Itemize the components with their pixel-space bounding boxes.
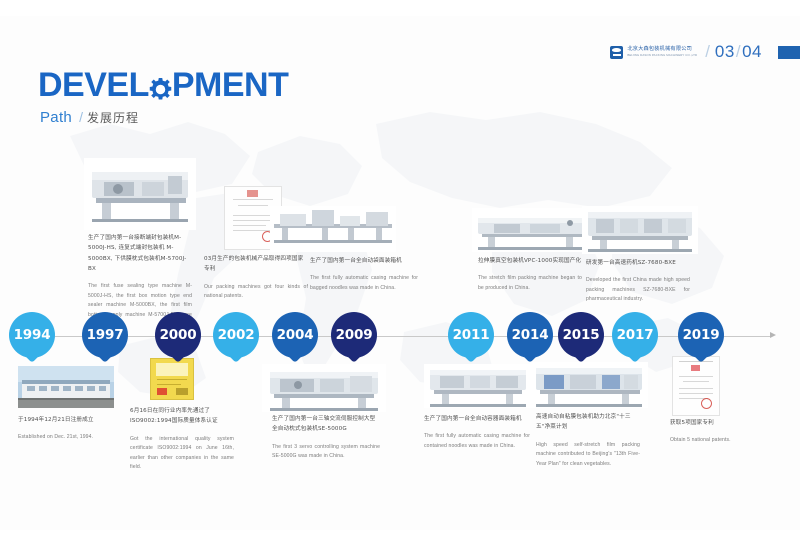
timeline-pin-1997[interactable]: 1997 <box>82 312 128 363</box>
entry-text-en: Developed the first China made high spee… <box>586 277 690 303</box>
logo-company-name-en: BEIJING DASON PACKING MACHINERY CO.,LTD <box>627 52 698 57</box>
timeline-year-label: 2015 <box>562 327 600 343</box>
timeline-year-label: 2019 <box>682 327 720 343</box>
entry-text-en: The first fully automatic casing machine… <box>424 433 530 449</box>
entry-2004: 生产了国内第一台三轴交流伺服控制大型全自动枕式包装机SE-5000G The f… <box>272 414 380 462</box>
page-separator: / <box>735 42 742 61</box>
header-slash: / <box>705 42 710 61</box>
photo-2000-iso-certificate <box>150 358 194 400</box>
photo-1994-machine <box>84 158 196 230</box>
timeline-pin-2009[interactable]: 2009 <box>331 312 377 363</box>
timeline-pin-2014[interactable]: 2014 <box>507 312 553 363</box>
entry-text-cn: 获取5项国家专利 <box>670 420 714 426</box>
page-current: 03 <box>714 42 735 61</box>
entry-1997: 03月生产的包装机械产品取得四项国家专利 Our packing machine… <box>204 254 308 302</box>
photo-2017-pharmaceutical-machine <box>582 206 698 254</box>
timeline-pin-2002[interactable]: 2002 <box>213 312 259 363</box>
slide-header: 北京大森包装机械有限公司 BEIJING DASON PACKING MACHI… <box>610 42 800 62</box>
logo-company-name-cn: 北京大森包装机械有限公司 <box>627 46 692 53</box>
entry-text-cn: 高速自动自粘膜包装机助力北京"十三五"净菜计划 <box>536 414 631 431</box>
timeline-year-label: 2009 <box>335 327 373 343</box>
timeline-year-label: 2017 <box>616 327 654 343</box>
timeline-pin-2015[interactable]: 2015 <box>558 312 604 363</box>
timeline-arrow-icon <box>770 332 776 338</box>
page-title-part1: DEVEL <box>38 66 149 104</box>
entry-2002: 生产了国内第一台全自动袋面装箱机 The first fully automat… <box>310 256 418 293</box>
timeline-axis <box>30 336 772 337</box>
page-title-part2: PMENT <box>171 66 289 104</box>
entry-2017: 研发第一台高速药机SZ-7680-BXE Developed the first… <box>586 258 690 305</box>
page-indicator: 03/04 <box>715 42 762 62</box>
timeline-year-label: 2014 <box>511 327 549 343</box>
entry-text-cn: 拉伸膜真空包装机VPC-1000实现国产化 <box>478 258 582 264</box>
entry-text-cn: 生产了国内第一台三轴交流伺服控制大型全自动枕式包装机SE-5000G <box>272 416 376 433</box>
photo-2011-vacuum-machine <box>472 208 590 252</box>
entry-text-cn: 研发第一台高速药机SZ-7680-BXE <box>586 260 676 266</box>
entry-text-en: High speed self-stretch film packing mac… <box>536 441 640 467</box>
slide-stage: 北京大森包装机械有限公司 BEIJING DASON PACKING MACHI… <box>0 16 800 530</box>
entry-text-cn: 生产了国内第一台接断端封包装机M-5000J-HS, 连复式端封包装机 M-50… <box>88 235 187 273</box>
entry-2000: 6月16日在同行业内率先通过了ISO9002:1994国际质量体系认证 Got … <box>130 406 234 472</box>
entry-2011: 拉伸膜真空包装机VPC-1000实现国产化 The stretch film p… <box>478 256 582 293</box>
entry-text-cn: 03月生产的包装机械产品取得四项国家专利 <box>204 256 304 273</box>
entry-text-en: The first fully automatic casing machine… <box>310 275 418 291</box>
entry-text-en: Established on Dec. 21st, 1994. <box>18 434 94 441</box>
entry-text-cn: 6月16日在同行业内率先通过了ISO9002:1994国际质量体系认证 <box>130 408 218 425</box>
gear-icon <box>148 74 173 99</box>
timeline-pin-2000[interactable]: 2000 <box>155 312 201 363</box>
top-bleed-band <box>0 0 800 16</box>
entry-text-en: The stretch film packing machine began t… <box>478 275 582 291</box>
page-total: 04 <box>742 42 762 61</box>
title-group: DEVEL PMENT Path / 发展历程 <box>38 66 289 126</box>
entry-2009: 于1994年12月21日注册成立 Established on Dec. 21s… <box>18 415 118 443</box>
entry-2015: 高速自动自粘膜包装机助力北京"十三五"净菜计划 High speed self-… <box>536 412 640 469</box>
entry-2019: 获取5项国家专利 Obtain 5 national patents. <box>670 418 770 446</box>
timeline-year-label: 1994 <box>13 327 51 343</box>
timeline-year-label: 2011 <box>452 327 490 343</box>
logo-mark-icon <box>610 45 624 59</box>
timeline-year-label: 2004 <box>276 327 314 343</box>
timeline-year-label: 1997 <box>86 327 124 343</box>
timeline-pin-2011[interactable]: 2011 <box>448 312 494 363</box>
page-title: DEVEL PMENT <box>38 66 289 104</box>
header-accent-block <box>778 45 800 59</box>
entry-text-cn: 生产了国内第一台全自动容器面装箱机 <box>424 416 522 422</box>
entry-text-cn: 于1994年12月21日注册成立 <box>18 417 94 423</box>
photo-2019-certificate <box>672 356 720 416</box>
photo-2009-factory-building <box>18 366 114 408</box>
entry-2014: 生产了国内第一台全自动容器面装箱机 The first fully automa… <box>424 414 530 451</box>
photo-2002-production-line <box>270 206 396 252</box>
entry-text-en: Got the international quality system cer… <box>130 435 234 470</box>
photo-2014-casing-machine <box>424 364 532 408</box>
timeline-year-label: 2002 <box>217 327 255 343</box>
timeline-pin-2017[interactable]: 2017 <box>612 312 658 363</box>
entry-text-en: Obtain 5 national patents. <box>670 437 731 444</box>
bottom-bleed-band <box>0 530 800 546</box>
entry-text-cn: 生产了国内第一台全自动袋面装箱机 <box>310 258 402 264</box>
timeline-pin-2004[interactable]: 2004 <box>272 312 318 363</box>
entry-text-en: The first 3 servo controlling system mac… <box>272 443 380 460</box>
timeline-year-label: 2000 <box>159 327 197 343</box>
entry-text-en: Our packing machines got four kinds of n… <box>204 283 308 300</box>
timeline-pin-2019[interactable]: 2019 <box>678 312 724 363</box>
photo-2004-pillow-machine <box>262 364 386 412</box>
company-logo: 北京大森包装机械有限公司 BEIJING DASON PACKING MACHI… <box>610 45 698 59</box>
subtitle-en: Path <box>40 109 73 126</box>
subtitle-cn: 发展历程 <box>86 111 139 125</box>
timeline-pin-1994[interactable]: 1994 <box>9 312 55 363</box>
page-subtitle: Path / 发展历程 <box>40 109 288 126</box>
subtitle-slash: / <box>79 109 83 125</box>
photo-2015-stretch-film-machine <box>530 362 648 408</box>
